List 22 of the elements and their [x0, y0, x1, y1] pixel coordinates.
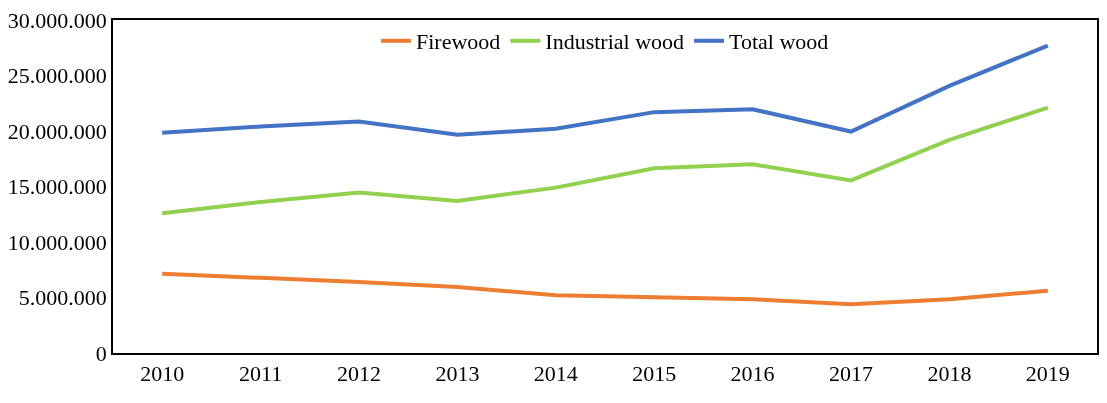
- line-series: [160, 105, 1050, 216]
- x-tick-label: 2019: [1025, 361, 1070, 387]
- x-tick-label: 2016: [730, 361, 775, 387]
- x-tick-label: 2012: [337, 361, 381, 387]
- x-tick-label: 2015: [632, 361, 677, 387]
- y-tick-label: 10.000.000: [7, 229, 107, 255]
- y-tick-label: 0: [95, 340, 107, 366]
- x-tick-label: 2011: [239, 361, 283, 387]
- x-tick-label: 2010: [140, 361, 185, 387]
- legend-label: Total wood: [729, 29, 829, 55]
- y-tick-label: 20.000.000: [7, 118, 107, 144]
- legend-label: Industrial wood: [545, 29, 685, 55]
- x-tick-label: 2017: [829, 361, 873, 387]
- y-tick-label: 25.000.000: [7, 63, 107, 89]
- x-tick-label: 2018: [927, 361, 972, 387]
- x-tick-label: 2014: [533, 361, 578, 387]
- line-series: [160, 271, 1050, 307]
- legend-label: Firewood: [416, 29, 501, 55]
- x-tick-label: 2013: [435, 361, 480, 387]
- y-tick-label: 30.000.000: [7, 7, 107, 33]
- y-tick-label: 15.000.000: [7, 174, 107, 200]
- y-tick-label: 5.000.000: [18, 285, 107, 311]
